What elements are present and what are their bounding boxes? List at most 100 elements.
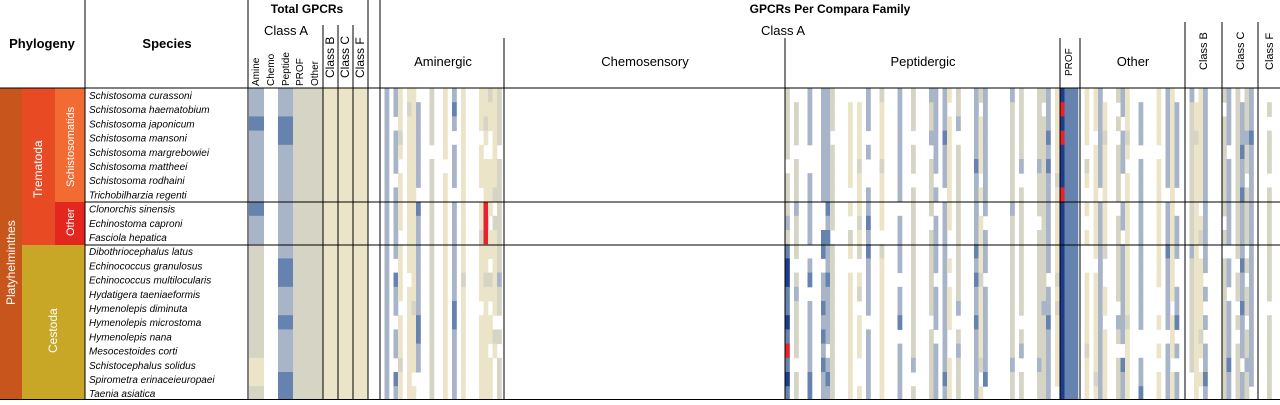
compara-cell (978, 187, 984, 203)
compara-cell (1010, 372, 1015, 387)
compara-cell (794, 343, 799, 359)
species-label: Echinostoma caproni (89, 219, 183, 230)
compara-cell (407, 187, 412, 203)
compara-cell (1125, 272, 1130, 288)
compara-cell (1041, 159, 1047, 174)
compara-cell (497, 372, 502, 387)
compara-cell (830, 258, 835, 274)
total-cell (264, 230, 278, 245)
total-cell (308, 116, 323, 132)
compara-cell (1138, 173, 1144, 188)
compara-cell (1203, 88, 1208, 103)
compara-cell (785, 144, 790, 160)
compara-cell (497, 286, 502, 302)
total-cell (249, 329, 264, 345)
compara-cell (974, 315, 979, 330)
compara-cell (947, 315, 952, 330)
compara-cell (956, 372, 961, 387)
compara-cell (1174, 315, 1180, 330)
compara-cell (429, 372, 435, 387)
compara-cell (1226, 343, 1232, 359)
compara-cell (857, 187, 862, 203)
compara-cell (398, 116, 403, 132)
compara-cell (1046, 258, 1051, 274)
compara-cell (1046, 372, 1051, 387)
compara-cell (1244, 343, 1250, 359)
total-cell (278, 372, 293, 387)
compara-cell (974, 357, 979, 373)
compara-cell (1064, 286, 1070, 302)
compara-cell (1073, 201, 1079, 217)
compara-cell (974, 301, 979, 316)
compara-cell (488, 187, 493, 203)
compara-cell (1249, 187, 1254, 203)
compara-cell (947, 130, 952, 146)
compara-cell (488, 272, 493, 288)
compara-cell (978, 272, 984, 288)
compara-cell (1235, 272, 1241, 288)
compara-cell (1037, 173, 1042, 188)
compara-cell (1073, 301, 1079, 316)
compara-cell (1198, 88, 1204, 103)
compara-cell (1120, 258, 1126, 274)
total-cell (323, 357, 338, 373)
compara-cell (1170, 272, 1175, 288)
compara-cell (911, 357, 916, 373)
compara-cell (1194, 173, 1199, 188)
compara-cell (1102, 286, 1108, 302)
compara-cell (974, 230, 979, 245)
heatmap-cells (249, 88, 1272, 401)
compara-cell (1064, 88, 1070, 103)
compara-cell (1098, 372, 1103, 387)
compara-cell (974, 386, 979, 401)
total-cell (293, 102, 308, 117)
species-label: Dibothriocephalus latus (89, 247, 193, 258)
compara-cell (407, 315, 412, 330)
compara-cell (407, 230, 412, 245)
trematoda-band (22, 88, 55, 245)
compara-cell (384, 244, 390, 259)
total-cell (353, 88, 368, 103)
compara-cell (1116, 244, 1121, 259)
total-cell (278, 173, 293, 188)
total-cell (338, 315, 353, 330)
compara-cell (1010, 244, 1015, 259)
compara-cell (492, 258, 498, 274)
compara-cell (1037, 329, 1042, 345)
compara-cell (1055, 286, 1060, 302)
compara-cell (879, 116, 885, 132)
compara-cell (416, 272, 421, 288)
compara-cell (785, 187, 790, 203)
compara-cell (1010, 144, 1015, 160)
compara-cell (1010, 230, 1015, 245)
compara-cell (821, 144, 826, 160)
compara-cell (488, 201, 493, 217)
total-cell (278, 187, 293, 203)
compara-cell (956, 244, 961, 259)
compara-cell (1041, 357, 1047, 373)
compara-cell (1102, 230, 1108, 245)
compara-cell (983, 301, 988, 316)
compara-cell (1064, 329, 1070, 345)
compara-cell (1041, 173, 1047, 188)
compara-cell (1198, 258, 1204, 274)
compara-cell (983, 357, 988, 373)
compara-cell (1125, 116, 1130, 132)
compara-cell (1120, 102, 1126, 117)
species-label: Echinococcus multilocularis (89, 276, 211, 287)
compara-cell (794, 244, 799, 259)
compara-cell (411, 215, 417, 231)
compara-cell (1046, 88, 1051, 103)
total-cell (353, 116, 368, 132)
compara-cell (785, 116, 790, 132)
compara-cell (974, 215, 979, 231)
compara-cell (807, 230, 813, 245)
compara-cell (1116, 258, 1121, 274)
compara-cell (411, 386, 417, 401)
compara-cell (1235, 357, 1241, 373)
compara-cell (1267, 286, 1272, 302)
total-cell (338, 286, 353, 302)
compara-cell (1037, 286, 1042, 302)
compara-cell (785, 272, 790, 288)
compara-cell (393, 230, 399, 245)
